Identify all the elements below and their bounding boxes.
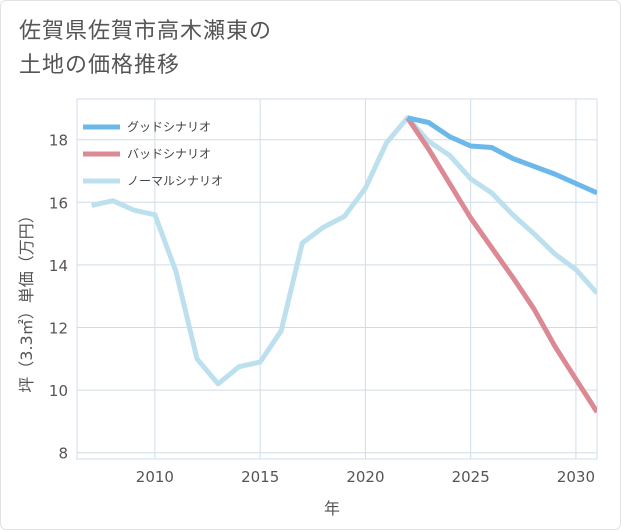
y-tick-label: 8	[58, 445, 68, 463]
y-tick-label: 10	[49, 382, 68, 400]
series-line-2	[91, 115, 597, 387]
x-tick-label: 2010	[136, 468, 174, 486]
x-tick-label: 2030	[557, 468, 595, 486]
y-tick-label: 12	[49, 320, 68, 338]
y-tick-label: 16	[49, 194, 68, 212]
series-line-1	[405, 116, 597, 414]
y-axis-label: 坪（3.3㎡）単価（万円）	[17, 207, 36, 392]
x-tick-label: 2020	[346, 468, 384, 486]
series-lines	[91, 115, 597, 414]
x-axis-label: 年	[324, 499, 340, 518]
y-tick-label: 14	[49, 257, 68, 275]
y-tick-label: 18	[49, 132, 68, 150]
title-line-2: 土地の価格推移	[19, 53, 181, 78]
tick-labels: 8 10 12 14 16 18 2010 2015 2020 2025 2030	[49, 132, 595, 486]
series-line-0	[406, 115, 597, 196]
legend-label: バッドシナリオ	[127, 147, 211, 161]
x-tick-label: 2025	[452, 468, 490, 486]
legend-label: グッドシナリオ	[127, 120, 211, 134]
grid	[76, 98, 598, 460]
x-tick-label: 2015	[241, 468, 279, 486]
legend-label: ノーマルシナリオ	[127, 174, 223, 188]
title-line-1: 佐賀県佐賀市高木瀬東の	[19, 19, 273, 44]
page-title: 佐賀県佐賀市高木瀬東の 土地の価格推移	[19, 15, 272, 83]
plot-frame	[76, 98, 598, 460]
